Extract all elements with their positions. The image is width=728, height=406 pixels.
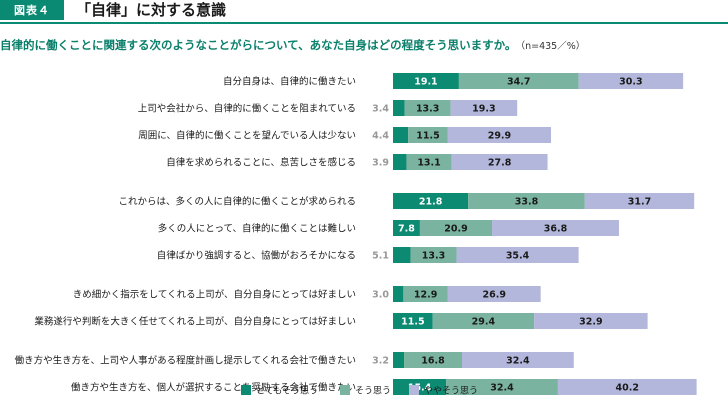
data-label-outside: 3.4 <box>372 104 389 115</box>
bar-segment <box>404 100 451 116</box>
data-label: 36.8 <box>544 224 568 235</box>
category-label: 自分自身は、自律的に働きたい <box>223 76 356 88</box>
bar-segment <box>393 127 409 143</box>
bar-segment <box>534 313 648 329</box>
category-label: これからは、多くの人に自律的に働くことが求められる <box>118 196 356 208</box>
bar-segment <box>403 286 448 302</box>
bar-segment <box>578 73 684 89</box>
bar-segment <box>432 313 535 329</box>
bar-segment <box>456 247 579 263</box>
data-label: 32.4 <box>490 383 514 394</box>
data-label: 20.9 <box>444 224 467 235</box>
legend-label: とてもそう思う <box>256 386 318 397</box>
question-text: 自律的に働くことに関連する次のようなことがらについて、あなた自身はどの程度そう思… <box>0 38 517 52</box>
bar-segment <box>406 154 452 170</box>
data-label: 15.4 <box>408 383 432 394</box>
data-label: 12.9 <box>414 290 437 301</box>
data-label: 35.4 <box>506 251 530 262</box>
bar-segment <box>393 220 420 236</box>
category-label: きめ細かく指示をしてくれる上司が、自分自身にとっては好ましい <box>73 289 356 301</box>
bar-segment <box>393 313 433 329</box>
data-label-outside: 3.2 <box>372 356 389 367</box>
bar-segment <box>446 379 558 395</box>
data-label: 16.8 <box>421 356 445 367</box>
data-label: 21.8 <box>419 197 443 208</box>
data-label: 11.5 <box>401 317 424 328</box>
data-label: 26.9 <box>483 290 506 301</box>
bar-segment <box>451 154 548 170</box>
category-label: 自律を求められることに、息苦しさを感じる <box>166 157 356 169</box>
data-label: 30.3 <box>619 77 642 88</box>
data-label: 19.1 <box>414 77 437 88</box>
legend-swatch <box>340 385 350 395</box>
title-divider <box>0 22 728 24</box>
bar-segment <box>419 220 493 236</box>
chart-title: 「自律」に対する意識 <box>76 1 227 19</box>
data-label: 34.7 <box>507 77 530 88</box>
bar-segment <box>393 247 411 263</box>
legend-label: ややそう思う <box>424 386 478 397</box>
category-label: 上司や会社から、自律的に働くことを阻まれている <box>138 103 356 115</box>
data-label: 13.1 <box>417 158 440 169</box>
data-label: 11.5 <box>416 131 439 142</box>
data-label: 7.8 <box>398 224 415 235</box>
data-label: 29.4 <box>472 317 496 328</box>
bar-segment <box>447 127 552 143</box>
data-label-outside: 5.1 <box>372 251 389 262</box>
data-label: 13.3 <box>422 251 445 262</box>
data-label: 27.8 <box>488 158 512 169</box>
figure-badge: 図表４ <box>0 0 64 20</box>
bar-segment <box>492 220 619 236</box>
category-label: 働き方や生き方を、個人が選択することを奨励する会社で働きたい <box>71 382 356 394</box>
category-label: 働き方や生き方を、上司や人事がある程度計画し提示してくれる会社で働きたい <box>15 355 356 367</box>
data-label: 13.3 <box>416 104 439 115</box>
bar-segment <box>584 193 695 209</box>
bar-segment <box>468 193 585 209</box>
data-label: 19.3 <box>472 104 495 115</box>
bar-segment <box>458 73 579 89</box>
data-label: 29.9 <box>488 131 511 142</box>
bar-segment <box>410 247 457 263</box>
legend-swatch <box>241 385 251 395</box>
bar-segment <box>393 352 405 368</box>
data-label-outside: 4.4 <box>372 131 389 142</box>
sample-note: （n=435／%） <box>520 41 586 52</box>
survey-question: 自律的に働くことに関連する次のようなことがらについて、あなた自身はどの程度そう思… <box>0 37 585 53</box>
data-label: 32.4 <box>506 356 530 367</box>
data-label: 33.8 <box>515 197 539 208</box>
bar-segment <box>408 127 448 143</box>
legend-label: そう思う <box>355 386 391 397</box>
category-label: 多くの人にとって、自律的に働くことは難しい <box>158 223 356 235</box>
bar-segment <box>393 100 405 116</box>
bar-segment <box>393 193 469 209</box>
bar-segment <box>404 352 462 368</box>
bar-segment <box>393 286 404 302</box>
data-label: 31.7 <box>628 197 651 208</box>
bar-segment <box>462 352 574 368</box>
bar-segment <box>447 286 541 302</box>
category-label: 業務遂行や判断を大きく任せてくれる上司が、自分自身にとっては好ましい <box>34 316 356 328</box>
category-label: 周囲に、自律的に働くことを望んでいる人は少ない <box>138 130 356 142</box>
data-label: 40.2 <box>616 383 639 394</box>
bar-segment <box>557 379 697 395</box>
bar-segment <box>393 73 459 89</box>
data-label-outside: 3.9 <box>372 158 389 169</box>
bar-segment <box>450 100 518 116</box>
bar-segment <box>393 154 407 170</box>
data-label: 32.9 <box>579 317 602 328</box>
bar-segment <box>393 379 447 395</box>
data-label-outside: 3.0 <box>372 290 389 301</box>
category-label: 自律ばかり強調すると、協働がおろそかになる <box>157 250 356 262</box>
legend-swatch <box>409 385 419 395</box>
